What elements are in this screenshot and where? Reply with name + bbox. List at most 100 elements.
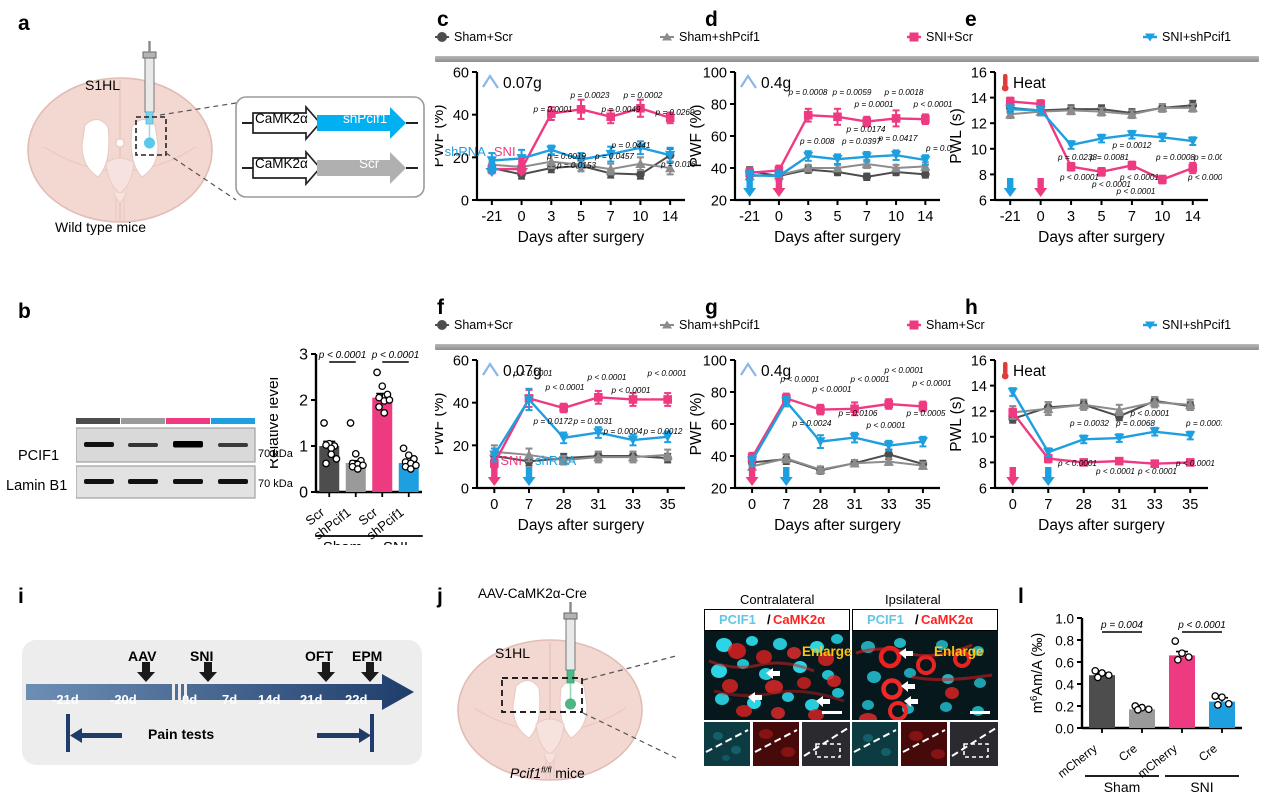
data-point [593, 428, 604, 438]
x-tick-label: 28 [1076, 497, 1092, 513]
data-point [1035, 106, 1046, 116]
data-point [575, 155, 587, 165]
x-axis-label: Days after surgery [1038, 229, 1165, 246]
panel-b-bar-chart: 0 1 2 3 Scr shPcif1 Scr shPcif1 p < 0.0001 p < 0.… [270, 340, 430, 545]
panel-f-chart: 0 20 40 60 0 7 28 31 33 35 PWF (%) Days after surge… [435, 348, 697, 543]
data-point [627, 451, 639, 462]
series-line-2 [1011, 411, 1191, 465]
x-category-label: mCherry [1055, 741, 1100, 780]
data-point [1043, 403, 1054, 413]
data-point [1079, 458, 1089, 467]
legend2-label-2: Sham+Scr [926, 318, 985, 332]
x-tick-label: 0 [1037, 209, 1045, 225]
p-value-annotation: p < 0.0001 [1059, 173, 1099, 182]
data-point [1144, 705, 1153, 714]
blot-label-pcif1: PCIF1 [18, 448, 60, 464]
legend-label-0: Sham+Scr [454, 30, 513, 44]
x-tick-label: 10 [632, 209, 648, 225]
data-point [746, 456, 758, 466]
data-point [849, 433, 860, 443]
data-point [744, 170, 755, 181]
p-value-annotation: p < 0.0001 [1091, 180, 1131, 189]
p-value-annotation: p < 0.0001 [1130, 409, 1170, 418]
y-tick-label: 60 [453, 354, 469, 370]
data-point [351, 449, 360, 458]
data-point [1213, 701, 1222, 709]
x-tick-label: 10 [1154, 209, 1170, 225]
y-tick-label: 0 [461, 194, 469, 210]
data-point [815, 464, 826, 474]
panel-j-caption: Pcif1fl/fl mice [510, 765, 585, 781]
y-tick-label: 100 [703, 66, 727, 82]
series-line-1 [1012, 401, 1191, 414]
data-point [1149, 427, 1160, 437]
p-value-annotation: p = 0.0106 [838, 409, 878, 418]
x-tick-label: 7 [607, 209, 615, 225]
data-point [375, 403, 383, 411]
legend-item-1: Sham+shPcif1 [660, 30, 760, 44]
construct-2-promoter: CaMK2α [255, 156, 308, 171]
data-point [662, 449, 673, 460]
data-point [558, 455, 569, 465]
legend-marker-triangle-up [660, 32, 674, 41]
p-value-annotation: p < 0.0001 [884, 366, 924, 375]
bar-2 [1169, 655, 1195, 728]
y-tick-label: 0 [461, 482, 469, 498]
y-tick-label: 20 [453, 151, 469, 167]
timeline-day-21d: 21d [300, 692, 323, 707]
panel-j-diagram [450, 600, 690, 795]
panel-letter-j: j [437, 585, 443, 608]
x-tick-label: 5 [833, 209, 841, 225]
y-tick-label: 12 [971, 405, 987, 421]
event-arrow [485, 158, 499, 177]
x-tick-label: 7 [863, 209, 871, 225]
p-value-annotation: p < 0.0001 [513, 369, 553, 378]
legend-item-0: Sham+Scr [435, 30, 513, 44]
data-point [861, 158, 872, 169]
legend-top-divider [435, 56, 1259, 62]
data-point [1005, 97, 1015, 106]
legend-bottom: Sham+Scr Sham+shPcif1 Sham+Scr SNI+shPci… [435, 318, 1260, 340]
panel-e-chart: 6 8 10 12 14 16 -21 0 3 5 7 10 14 PWL (s) Days after s… [950, 60, 1222, 255]
data-point [353, 465, 362, 473]
p-value-annotation: p = 0.0024 [792, 419, 832, 428]
p-value-annotation: p = 0.0081 [1089, 153, 1129, 162]
data-point [1157, 102, 1168, 113]
x-axis-label: Days after surgery [774, 517, 901, 534]
enlarge-label-left: Enlarge [802, 644, 852, 659]
p-value-annotation: p < 0.0001 [371, 350, 420, 361]
panel-letter-h: h [965, 296, 978, 319]
x-tick-label: 7 [782, 497, 790, 513]
y-tick-label: 6 [979, 482, 987, 498]
event-arrow-label: shRNA [445, 144, 487, 159]
data-point [890, 150, 902, 161]
y-axis-label: PWL (s) [950, 396, 965, 451]
data-point [861, 152, 872, 162]
timeline-event-epm: EPM [352, 648, 383, 664]
data-point [605, 149, 616, 160]
y-tick-label: 16 [971, 66, 987, 82]
x-tick-label: -21 [1000, 209, 1021, 225]
legend-label-1: Sham+shPcif1 [679, 30, 760, 44]
y-tick-label: 60 [711, 418, 727, 434]
legend2-item-0: Sham+Scr [435, 318, 513, 332]
chart-title: 0.07g [503, 363, 542, 380]
p-value-annotation: p < 0.0001 [812, 385, 852, 394]
legend-label-3: SNI+shPcif1 [1162, 30, 1232, 44]
p-value-annotation: p = 0.004 [1100, 620, 1143, 631]
y-axis-label: PWF (%) [435, 393, 447, 456]
chart-title: 0.07g [503, 75, 542, 92]
event-arrow-label: shRNA [535, 453, 577, 468]
data-point [891, 114, 901, 123]
construct-2-gene: Scr [359, 156, 380, 171]
legend2-item-1: Sham+shPcif1 [660, 318, 760, 332]
channel-label-pcif1: PCIF1 [719, 612, 756, 627]
blot-label-laminb1: Lamin B1 [6, 478, 68, 494]
y-tick-label: 20 [711, 194, 727, 210]
timeline-day-14d: 14d [258, 692, 281, 707]
micro-channel-bar-right: PCIF1 / CaMK2α [852, 609, 998, 631]
timeline-event-aav: AAV [128, 648, 157, 664]
data-point [385, 396, 394, 404]
data-point [803, 151, 814, 162]
data-point [1005, 104, 1016, 115]
